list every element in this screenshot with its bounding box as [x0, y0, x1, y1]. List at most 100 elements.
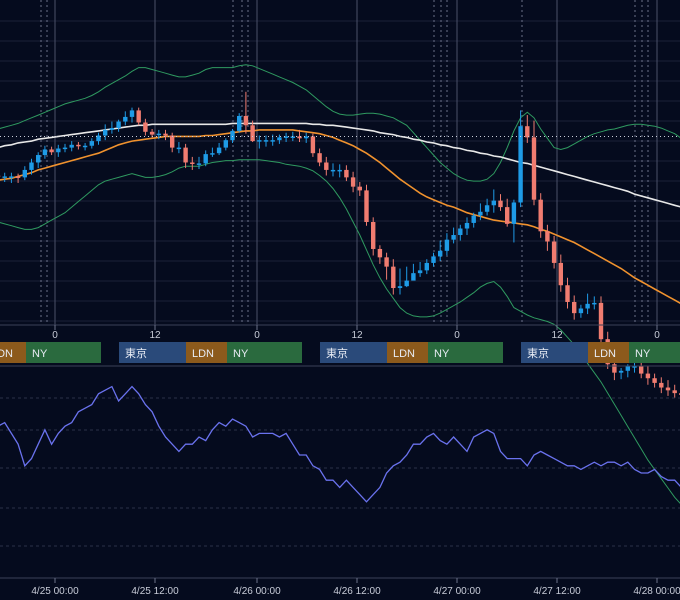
- candle[interactable]: [397, 268, 403, 295]
- candle[interactable]: [163, 129, 168, 141]
- candle[interactable]: [277, 134, 282, 144]
- candle[interactable]: [350, 171, 356, 193]
- candle[interactable]: [257, 135, 262, 149]
- candle[interactable]: [190, 156, 195, 170]
- candle[interactable]: [672, 384, 677, 398]
- candle[interactable]: [317, 148, 322, 167]
- candle[interactable]: [498, 194, 503, 211]
- candle[interactable]: [344, 165, 349, 182]
- candle[interactable]: [484, 198, 490, 216]
- candle[interactable]: [129, 107, 135, 123]
- candle[interactable]: [49, 146, 54, 156]
- candle[interactable]: [404, 266, 409, 288]
- candle[interactable]: [652, 373, 657, 388]
- candle[interactable]: [15, 173, 21, 183]
- candle[interactable]: [123, 111, 128, 126]
- candle[interactable]: [109, 121, 115, 134]
- candle[interactable]: [56, 144, 61, 157]
- candle[interactable]: [9, 172, 14, 183]
- candle[interactable]: [364, 184, 369, 226]
- candle[interactable]: [42, 145, 48, 159]
- candle[interactable]: [411, 263, 416, 281]
- candle[interactable]: [263, 135, 269, 147]
- candle[interactable]: [639, 360, 644, 379]
- candle[interactable]: [491, 189, 496, 213]
- candle[interactable]: [304, 132, 309, 143]
- candle[interactable]: [337, 164, 342, 178]
- candle[interactable]: [531, 120, 537, 206]
- candle-body: [250, 125, 255, 142]
- candle[interactable]: [618, 368, 624, 380]
- candlesticks[interactable]: [0, 91, 680, 401]
- candle[interactable]: [62, 143, 68, 153]
- candle[interactable]: [29, 158, 34, 175]
- candle[interactable]: [438, 240, 443, 262]
- candle[interactable]: [417, 261, 423, 277]
- candle[interactable]: [250, 120, 255, 143]
- candle[interactable]: [585, 293, 590, 315]
- oscillator-grid: [0, 397, 680, 547]
- candle[interactable]: [96, 132, 101, 145]
- candle[interactable]: [210, 147, 215, 157]
- candle[interactable]: [22, 166, 27, 181]
- candle[interactable]: [659, 377, 664, 394]
- candle[interactable]: [384, 252, 389, 280]
- candle[interactable]: [665, 380, 671, 396]
- candle[interactable]: [310, 133, 316, 157]
- newyork-session: [629, 342, 680, 363]
- candle[interactable]: [558, 254, 563, 292]
- candle[interactable]: [203, 150, 208, 167]
- candle[interactable]: [505, 198, 510, 227]
- candle[interactable]: [377, 245, 383, 264]
- candle[interactable]: [545, 224, 550, 251]
- candle[interactable]: [371, 217, 376, 256]
- candle[interactable]: [89, 138, 94, 149]
- candle[interactable]: [324, 156, 329, 176]
- candle[interactable]: [237, 113, 242, 133]
- candle[interactable]: [136, 107, 141, 126]
- candle-body: [82, 145, 88, 148]
- candle[interactable]: [598, 296, 604, 343]
- candle[interactable]: [143, 118, 148, 136]
- candle[interactable]: [2, 172, 7, 183]
- candle[interactable]: [116, 119, 121, 132]
- candle[interactable]: [565, 277, 570, 309]
- candle[interactable]: [103, 124, 108, 141]
- candle[interactable]: [183, 143, 188, 169]
- candle[interactable]: [76, 142, 81, 150]
- candle[interactable]: [471, 212, 476, 228]
- candle[interactable]: [525, 115, 530, 143]
- candle[interactable]: [36, 152, 41, 169]
- candle[interactable]: [176, 142, 182, 154]
- candle-body: [324, 162, 329, 170]
- tokyo-label: 東京: [125, 346, 147, 360]
- candle[interactable]: [431, 252, 436, 267]
- candle[interactable]: [451, 227, 456, 244]
- candle[interactable]: [518, 110, 523, 208]
- candle[interactable]: [458, 224, 463, 241]
- candle[interactable]: [156, 129, 161, 140]
- candle[interactable]: [424, 259, 429, 275]
- candle[interactable]: [216, 142, 222, 156]
- candle[interactable]: [551, 235, 557, 269]
- candle[interactable]: [330, 163, 336, 177]
- candle[interactable]: [357, 182, 362, 196]
- candle[interactable]: [69, 141, 74, 152]
- candle[interactable]: [572, 295, 577, 320]
- candle[interactable]: [82, 142, 88, 151]
- candle[interactable]: [391, 259, 396, 295]
- candle[interactable]: [223, 138, 228, 151]
- candle[interactable]: [464, 217, 470, 236]
- candle[interactable]: [444, 233, 450, 256]
- candle[interactable]: [196, 156, 202, 169]
- candle[interactable]: [478, 203, 483, 221]
- candle[interactable]: [538, 193, 543, 238]
- candle[interactable]: [578, 304, 584, 318]
- candle[interactable]: [645, 366, 651, 385]
- candle[interactable]: [243, 91, 249, 134]
- candle[interactable]: [511, 199, 517, 243]
- candle[interactable]: [297, 129, 302, 143]
- candle[interactable]: [592, 296, 597, 310]
- candle[interactable]: [283, 132, 289, 143]
